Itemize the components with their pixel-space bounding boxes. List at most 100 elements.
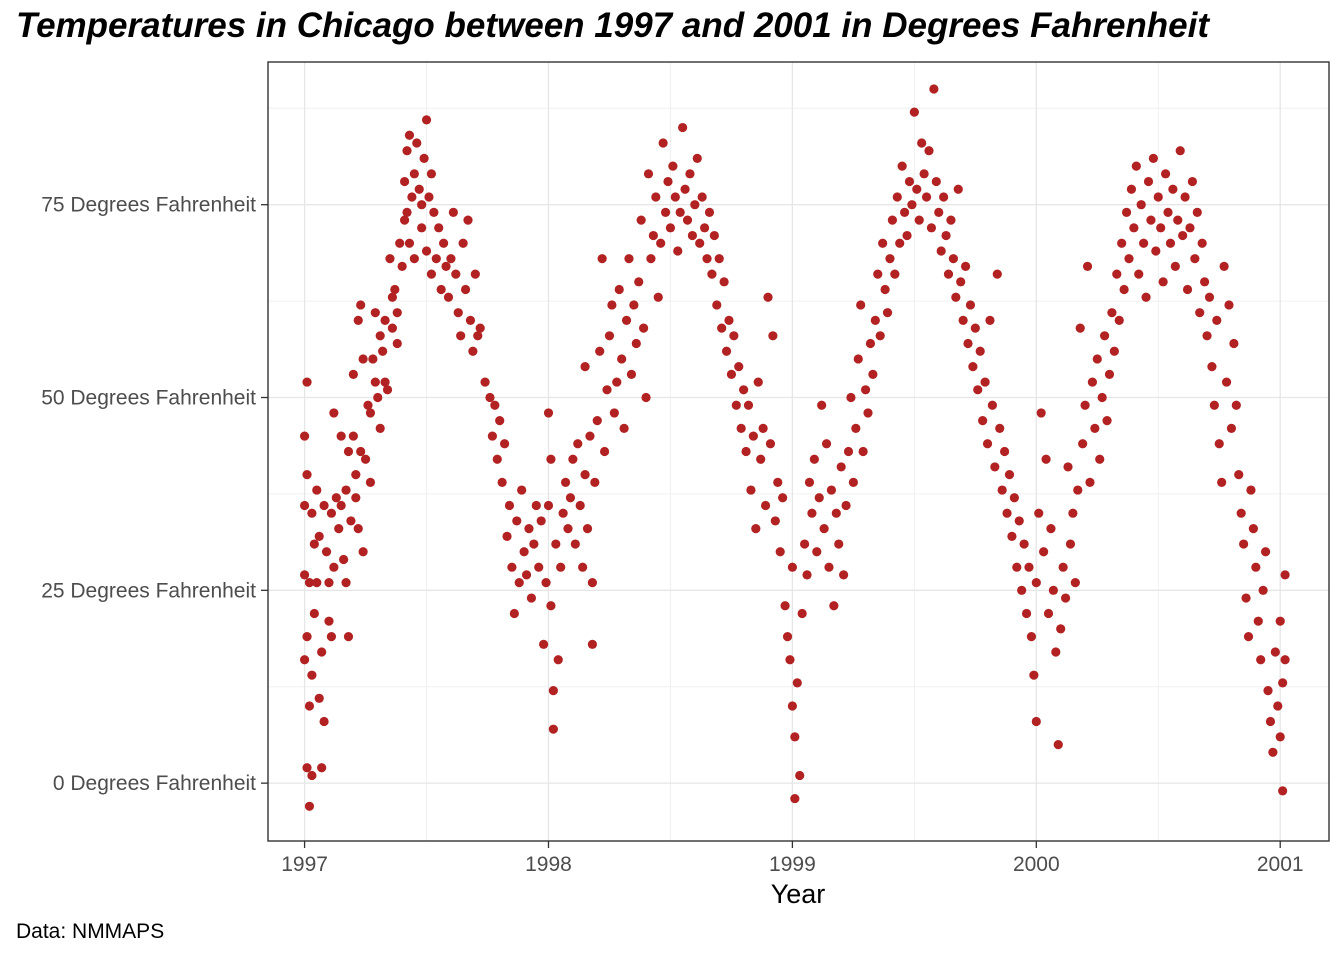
data-point <box>787 701 798 711</box>
data-point <box>1004 470 1015 480</box>
data-point <box>617 354 627 364</box>
data-point <box>551 539 561 549</box>
data-point <box>902 230 912 241</box>
data-point <box>565 493 576 503</box>
data-point <box>590 477 600 487</box>
data-point <box>399 176 410 187</box>
data-point <box>973 385 983 395</box>
data-point <box>629 300 639 310</box>
y-tick-label: 75 Degrees Fahrenheit <box>41 194 256 217</box>
data-point <box>695 238 705 248</box>
data-point <box>521 570 532 580</box>
data-point <box>1275 616 1285 626</box>
data-point <box>392 308 402 318</box>
data-point <box>790 732 800 742</box>
data-point <box>314 693 324 703</box>
data-point <box>697 192 707 202</box>
data-point <box>1256 655 1266 665</box>
data-point <box>473 331 483 341</box>
data-point <box>358 547 368 557</box>
data-point <box>763 292 773 302</box>
data-point <box>426 269 437 279</box>
data-point <box>299 500 310 511</box>
data-point <box>1002 508 1012 518</box>
data-point <box>595 346 605 356</box>
data-point <box>446 254 456 264</box>
data-point <box>404 130 415 140</box>
y-tick-label: 50 Degrees Fahrenheit <box>41 387 256 410</box>
data-point <box>1170 261 1180 271</box>
data-point <box>431 254 441 264</box>
data-point <box>436 284 446 295</box>
data-point <box>568 454 578 464</box>
data-point <box>409 254 419 264</box>
data-point <box>797 608 807 619</box>
data-point <box>687 230 698 241</box>
data-point <box>580 470 590 480</box>
data-point <box>587 639 597 649</box>
data-point <box>1051 647 1061 657</box>
data-point <box>1200 277 1210 287</box>
data-point <box>1151 246 1161 256</box>
data-point <box>1226 423 1237 433</box>
x-tick-label: 1998 <box>525 853 572 876</box>
data-point <box>512 516 522 526</box>
data-point <box>1260 547 1271 557</box>
data-point <box>734 362 744 372</box>
data-point <box>795 770 805 781</box>
data-point <box>582 524 593 534</box>
data-point <box>382 385 393 395</box>
data-point <box>1131 161 1141 171</box>
data-point <box>846 392 856 403</box>
data-point <box>836 462 846 472</box>
data-point <box>714 254 724 264</box>
data-point <box>302 470 312 480</box>
data-point <box>458 238 468 248</box>
data-point <box>1097 392 1107 403</box>
data-point <box>351 470 361 480</box>
data-point <box>1243 632 1254 642</box>
data-point <box>329 408 339 418</box>
data-point <box>587 578 597 588</box>
data-point <box>1278 786 1288 796</box>
data-point <box>731 400 741 410</box>
data-point <box>943 269 954 279</box>
data-point <box>726 369 737 379</box>
data-point <box>543 500 554 511</box>
data-point <box>721 346 732 356</box>
data-point <box>1139 238 1149 248</box>
data-point <box>441 261 451 271</box>
data-point <box>863 408 873 418</box>
data-point <box>665 223 676 233</box>
data-point <box>1280 570 1290 580</box>
data-point <box>317 763 327 773</box>
data-point <box>817 400 827 410</box>
data-point <box>1021 608 1032 619</box>
data-point <box>887 215 898 225</box>
data-point <box>1078 439 1088 449</box>
data-point <box>1236 508 1246 518</box>
data-point <box>397 261 407 271</box>
data-point <box>1009 493 1019 503</box>
x-tick-label: 1999 <box>769 853 816 876</box>
data-point <box>958 315 968 325</box>
data-point <box>980 377 990 387</box>
data-point <box>309 539 319 549</box>
data-point <box>1085 477 1095 487</box>
data-point <box>321 547 332 557</box>
data-point <box>1126 184 1137 194</box>
data-point <box>773 477 783 487</box>
data-point <box>302 632 312 642</box>
data-point <box>304 701 315 711</box>
data-point <box>929 84 939 94</box>
data-point <box>1248 524 1258 534</box>
data-point <box>1270 647 1280 657</box>
data-point <box>507 562 517 572</box>
data-point <box>573 439 583 449</box>
data-point <box>812 547 822 557</box>
data-point <box>807 508 817 518</box>
data-point <box>419 153 429 164</box>
data-point <box>1178 230 1188 241</box>
data-point <box>1146 215 1156 225</box>
